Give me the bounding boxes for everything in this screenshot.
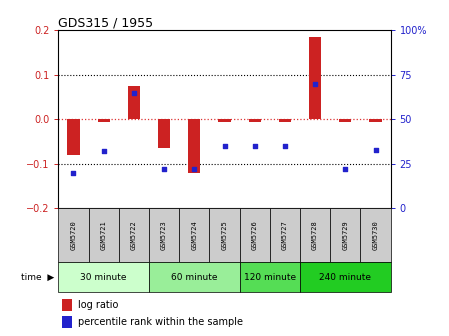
Bar — [300, 262, 391, 292]
Text: GDS315 / 1955: GDS315 / 1955 — [58, 16, 154, 29]
Text: GSM5723: GSM5723 — [161, 220, 167, 250]
Bar — [188, 119, 200, 173]
Text: GSM5730: GSM5730 — [373, 220, 379, 250]
Text: GSM5720: GSM5720 — [70, 220, 76, 250]
Text: GSM5728: GSM5728 — [312, 220, 318, 250]
Text: GSM5729: GSM5729 — [342, 220, 348, 250]
Bar — [370, 119, 382, 122]
Text: GSM5727: GSM5727 — [282, 220, 288, 250]
Point — [251, 143, 258, 149]
Bar — [309, 37, 321, 119]
Text: 60 minute: 60 minute — [171, 273, 218, 282]
Bar — [62, 299, 72, 311]
Bar — [149, 208, 179, 262]
Bar — [361, 208, 391, 262]
Text: GSM5726: GSM5726 — [252, 220, 258, 250]
Point — [130, 90, 137, 95]
Bar — [97, 119, 110, 122]
Text: 30 minute: 30 minute — [80, 273, 127, 282]
Bar — [339, 119, 352, 122]
Point — [282, 143, 289, 149]
Bar — [270, 208, 300, 262]
Text: 240 minute: 240 minute — [319, 273, 371, 282]
Bar — [219, 119, 230, 122]
Point — [100, 149, 107, 154]
Bar — [300, 208, 330, 262]
Point — [372, 147, 379, 152]
Text: GSM5724: GSM5724 — [191, 220, 197, 250]
Text: GSM5725: GSM5725 — [221, 220, 228, 250]
Bar — [209, 208, 240, 262]
Text: GSM5722: GSM5722 — [131, 220, 137, 250]
Bar — [330, 208, 361, 262]
Bar — [67, 119, 79, 155]
Bar — [158, 119, 170, 148]
Text: GSM5721: GSM5721 — [101, 220, 107, 250]
Point — [221, 143, 228, 149]
Bar — [128, 86, 140, 119]
Bar — [119, 208, 149, 262]
Bar — [88, 208, 119, 262]
Bar — [179, 208, 209, 262]
Bar — [58, 262, 149, 292]
Bar — [58, 208, 88, 262]
Text: 120 minute: 120 minute — [244, 273, 296, 282]
Bar — [249, 119, 261, 122]
Bar — [279, 119, 291, 122]
Point — [342, 166, 349, 172]
Text: percentile rank within the sample: percentile rank within the sample — [78, 317, 243, 327]
Bar — [62, 316, 72, 328]
Point — [160, 166, 167, 172]
Point — [191, 166, 198, 172]
Text: log ratio: log ratio — [78, 300, 119, 310]
Point — [312, 81, 319, 86]
Point — [70, 170, 77, 175]
Bar — [149, 262, 240, 292]
Text: time  ▶: time ▶ — [21, 273, 54, 282]
Bar — [240, 262, 300, 292]
Bar — [240, 208, 270, 262]
